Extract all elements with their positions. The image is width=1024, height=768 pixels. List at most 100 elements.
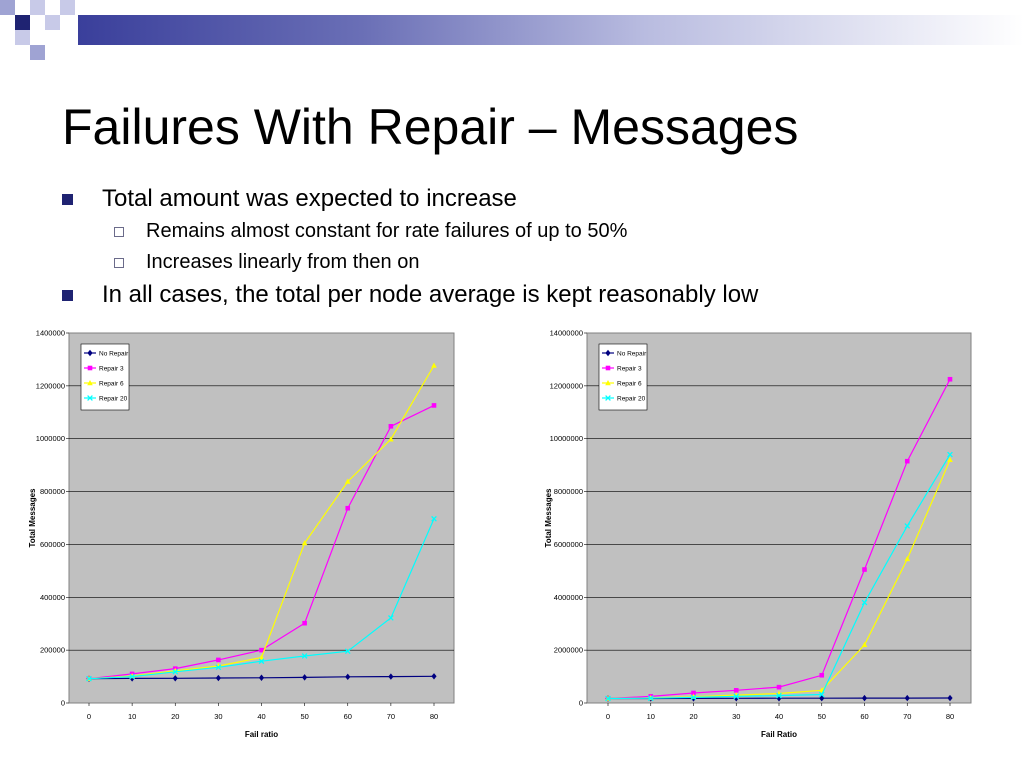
- legend-entry-label: Repair 20: [99, 396, 128, 403]
- series-group: [605, 451, 953, 702]
- data-point-marker: [431, 515, 437, 522]
- y-axis-title: Total Messages: [544, 488, 553, 548]
- data-point-marker: [904, 458, 910, 464]
- data-point-marker: [87, 380, 93, 386]
- legend-entry-label: No Repair: [99, 351, 129, 358]
- y-tick-label: 2000000: [554, 646, 583, 655]
- hollow-square-bullet-icon: [114, 227, 124, 237]
- data-point-marker: [345, 505, 351, 511]
- square-bullet-icon: [62, 290, 73, 301]
- data-point-marker: [259, 647, 264, 653]
- x-axis-title: Fail Ratio: [761, 730, 797, 739]
- x-axis-title: Fail ratio: [245, 730, 278, 739]
- x-tick-label: 10: [128, 712, 136, 721]
- data-point-marker: [258, 658, 265, 665]
- sub-bullet-text: Remains almost constant for rate failure…: [146, 220, 628, 242]
- data-point-marker: [302, 674, 308, 681]
- x-tick-label: 0: [87, 712, 91, 721]
- x-tick-label: 0: [606, 712, 610, 721]
- logo-square: [15, 15, 30, 30]
- y-tick-label: 1000000: [36, 434, 65, 443]
- hollow-square-bullet-icon: [114, 258, 124, 268]
- data-point-marker: [431, 673, 437, 680]
- bullet-item: In all cases, the total per node average…: [62, 278, 992, 312]
- data-point-marker: [861, 599, 868, 606]
- data-point-marker: [215, 674, 221, 682]
- data-point-marker: [605, 695, 611, 702]
- x-tick-label: 10: [647, 712, 655, 721]
- x-tick-label: 30: [214, 712, 222, 721]
- legend-entry-label: Repair 3: [99, 366, 124, 373]
- data-point-marker: [605, 380, 611, 386]
- y-tick-label: 1400000: [36, 329, 65, 338]
- y-tick-label: 12000000: [550, 381, 583, 390]
- y-tick-label: 14000000: [550, 329, 583, 338]
- data-point-marker: [647, 695, 654, 702]
- y-tick-label: 10000000: [550, 434, 583, 443]
- data-point-marker: [904, 523, 911, 529]
- data-point-marker: [388, 673, 394, 680]
- slide-title: Failures With Repair – Messages: [62, 99, 799, 155]
- data-point-marker: [605, 349, 611, 357]
- data-point-marker: [388, 423, 394, 429]
- data-point-marker: [862, 567, 867, 572]
- legend-entry-label: No Repair: [617, 351, 647, 358]
- data-point-marker: [86, 675, 92, 682]
- legend: No Repair Repair 3 Repair 6 Repair 20: [598, 343, 648, 411]
- bullet-text: Total amount was expected to increase: [102, 185, 517, 212]
- data-point-marker: [605, 395, 611, 401]
- legend-entry-label: Repair 6: [99, 381, 124, 388]
- logo-square: [45, 15, 60, 30]
- data-point-marker: [302, 620, 307, 626]
- logo-square: [30, 45, 45, 60]
- y-axis-title: Total Messages: [28, 488, 37, 548]
- data-point-marker: [605, 365, 611, 371]
- data-point-marker: [129, 673, 135, 680]
- y-tick-label: 6000000: [554, 540, 583, 549]
- x-tick-label: 80: [946, 712, 954, 721]
- bullet-item: Total amount was expected to increase: [62, 182, 992, 216]
- legend-entry-label: Repair 3: [617, 366, 642, 373]
- data-point-marker: [87, 349, 93, 357]
- plot-area: [586, 332, 972, 704]
- y-tick-label: 800000: [40, 487, 65, 496]
- x-tick-label: 70: [903, 712, 911, 721]
- sub-bullet-item: Remains almost constant for rate failure…: [62, 216, 992, 247]
- plot-area: [68, 332, 455, 704]
- data-point-marker: [431, 403, 437, 408]
- y-tick-label: 600000: [40, 540, 65, 549]
- x-tick-label: 40: [257, 712, 265, 721]
- data-point-marker: [947, 456, 953, 463]
- x-tick-label: 60: [344, 712, 352, 721]
- messages-chart-left: 0 200000 400000 600000 800000 1000000 1200000 1…: [26, 320, 490, 742]
- y-tick-label: 8000000: [554, 487, 583, 496]
- data-point-marker: [345, 673, 351, 681]
- data-point-marker: [258, 654, 265, 660]
- data-point-marker: [691, 690, 696, 696]
- square-bullet-icon: [62, 194, 73, 205]
- data-point-marker: [733, 693, 740, 700]
- x-tick-label: 50: [300, 712, 308, 721]
- data-point-marker: [87, 395, 93, 401]
- sub-bullet-item: Increases linearly from then on: [62, 247, 992, 278]
- data-point-marker: [87, 365, 93, 371]
- data-point-marker: [258, 674, 265, 681]
- x-tick-label: 50: [818, 712, 826, 721]
- data-point-marker: [344, 478, 351, 484]
- legend-entry-label: Repair 6: [617, 381, 642, 388]
- logo-square: [30, 0, 45, 15]
- data-point-marker: [690, 694, 697, 701]
- data-point-marker: [172, 668, 179, 675]
- data-point-marker: [947, 376, 953, 382]
- y-tick-label: 4000000: [554, 593, 583, 602]
- series-group: [86, 673, 437, 682]
- series-group: [86, 515, 437, 682]
- data-point-marker: [431, 362, 437, 368]
- bullet-text: In all cases, the total per node average…: [102, 281, 759, 308]
- data-point-marker: [818, 691, 825, 698]
- data-point-marker: [301, 653, 308, 659]
- data-point-marker: [216, 657, 221, 663]
- data-point-marker: [861, 641, 868, 648]
- data-point-marker: [733, 688, 739, 693]
- x-tick-label: 80: [430, 712, 438, 721]
